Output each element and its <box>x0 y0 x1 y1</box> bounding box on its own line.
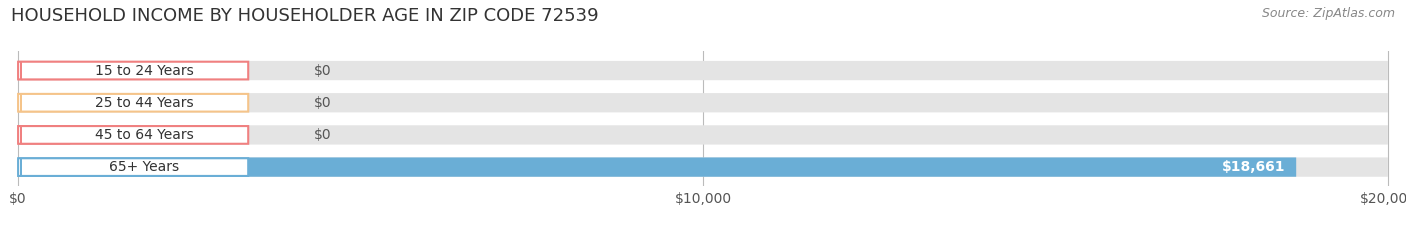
FancyBboxPatch shape <box>18 61 70 80</box>
FancyBboxPatch shape <box>18 158 1388 177</box>
FancyBboxPatch shape <box>18 125 1388 144</box>
Text: 15 to 24 Years: 15 to 24 Years <box>94 64 194 78</box>
FancyBboxPatch shape <box>18 94 249 112</box>
Text: HOUSEHOLD INCOME BY HOUSEHOLDER AGE IN ZIP CODE 72539: HOUSEHOLD INCOME BY HOUSEHOLDER AGE IN Z… <box>11 7 599 25</box>
Text: 65+ Years: 65+ Years <box>110 160 179 174</box>
FancyBboxPatch shape <box>18 126 249 144</box>
FancyBboxPatch shape <box>18 61 1388 80</box>
FancyBboxPatch shape <box>18 158 1296 177</box>
FancyBboxPatch shape <box>18 158 249 176</box>
Text: $0: $0 <box>314 128 332 142</box>
Text: Source: ZipAtlas.com: Source: ZipAtlas.com <box>1261 7 1395 20</box>
FancyBboxPatch shape <box>18 93 1388 112</box>
FancyBboxPatch shape <box>18 93 70 112</box>
Text: $0: $0 <box>314 96 332 110</box>
Text: 25 to 44 Years: 25 to 44 Years <box>94 96 194 110</box>
FancyBboxPatch shape <box>18 62 249 79</box>
Text: 45 to 64 Years: 45 to 64 Years <box>94 128 194 142</box>
Text: $18,661: $18,661 <box>1222 160 1285 174</box>
Text: $0: $0 <box>314 64 332 78</box>
FancyBboxPatch shape <box>18 125 70 144</box>
